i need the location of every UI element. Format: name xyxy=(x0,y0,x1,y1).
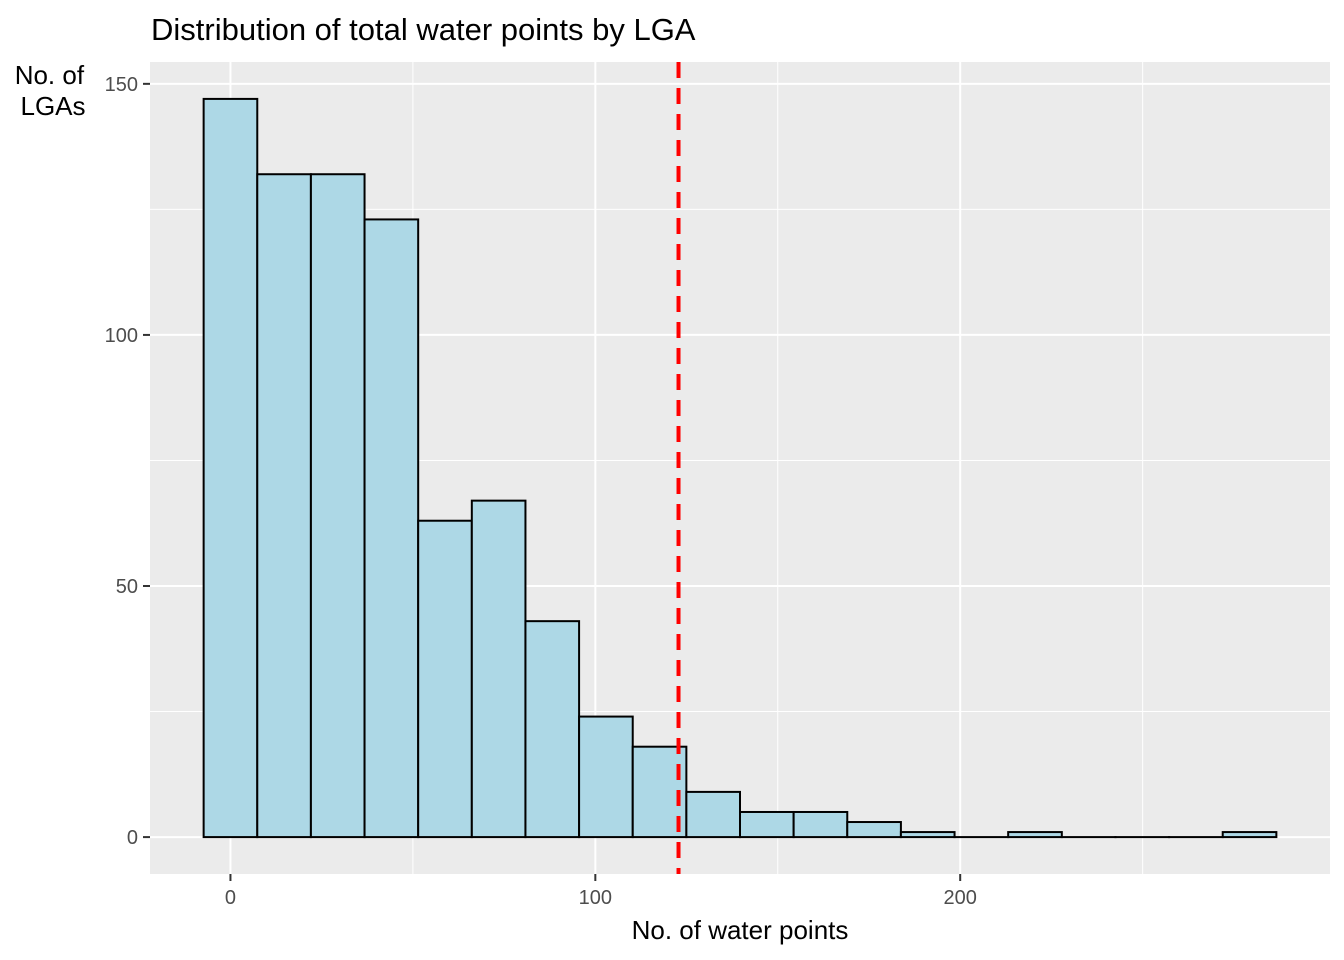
histogram-bar xyxy=(685,790,742,839)
x-axis-title: No. of water points xyxy=(632,915,849,945)
histogram-bar xyxy=(256,173,312,839)
y-tick-label: 150 xyxy=(105,74,138,96)
histogram-bar xyxy=(470,499,527,839)
histogram-bar xyxy=(524,620,581,839)
y-axis-title-line-1: No. of xyxy=(15,60,85,90)
histogram-bar xyxy=(202,97,259,839)
histogram-bar xyxy=(846,821,902,839)
histogram-bar xyxy=(899,831,956,839)
histogram-bar xyxy=(417,519,473,839)
y-tick-label: 50 xyxy=(116,576,138,598)
y-axis-title-line-2: LGAs xyxy=(20,91,85,121)
x-tick-label: 100 xyxy=(579,887,612,909)
histogram-bars xyxy=(202,97,1278,839)
y-axis-title: No. of LGAs xyxy=(15,60,92,121)
histogram-bar xyxy=(1007,831,1063,839)
histogram-bar xyxy=(578,715,634,839)
histogram-bar xyxy=(309,173,366,839)
histogram-bar xyxy=(792,810,849,839)
y-axis: 0 50 100 150 xyxy=(105,74,150,849)
y-tick-label: 0 xyxy=(127,827,138,849)
chart-title: Distribution of total water points by LG… xyxy=(151,12,696,47)
histogram-bar xyxy=(1221,831,1278,839)
y-tick-label: 100 xyxy=(105,325,138,347)
histogram-bar xyxy=(363,218,420,839)
x-tick-label: 200 xyxy=(944,887,977,909)
x-tick-label: 0 xyxy=(225,887,236,909)
x-axis: 0 100 200 xyxy=(225,874,977,909)
histogram-bar xyxy=(739,810,795,839)
